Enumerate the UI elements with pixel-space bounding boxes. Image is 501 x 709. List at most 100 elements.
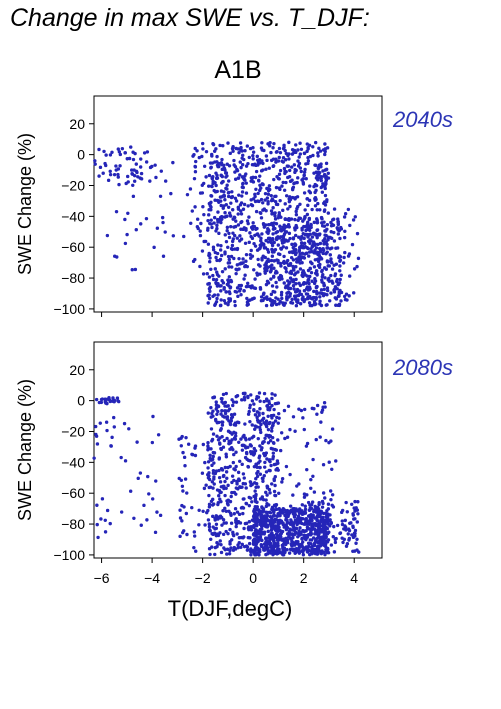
data-point: [313, 140, 318, 145]
data-point: [291, 415, 296, 419]
data-point: [246, 161, 250, 166]
data-point: [216, 438, 221, 442]
data-point: [112, 415, 116, 420]
data-point: [306, 541, 311, 545]
data-point: [258, 287, 263, 291]
data-point: [319, 551, 324, 556]
data-point: [235, 236, 239, 240]
data-point: [315, 174, 319, 178]
data-point: [266, 192, 271, 196]
data-point: [305, 525, 310, 530]
data-point: [355, 537, 359, 542]
data-point: [329, 497, 333, 502]
data-point: [200, 154, 204, 159]
data-point: [268, 144, 272, 148]
data-point: [103, 530, 108, 534]
data-point: [302, 170, 307, 174]
data-point: [283, 217, 287, 222]
data-point: [327, 440, 331, 445]
data-point: [227, 190, 231, 195]
data-point: [221, 401, 226, 405]
data-point: [125, 232, 129, 237]
data-point: [312, 299, 317, 304]
data-point: [251, 453, 256, 457]
data-point: [308, 538, 312, 542]
data-point: [240, 398, 244, 402]
data-point: [205, 271, 209, 276]
data-point: [291, 237, 296, 241]
data-point: [217, 468, 221, 473]
y-tick-label: 0: [77, 147, 85, 163]
data-point: [291, 264, 295, 269]
data-point: [254, 521, 259, 526]
data-point: [325, 259, 330, 263]
data-point: [286, 286, 291, 291]
data-point: [321, 273, 325, 277]
data-point: [347, 528, 352, 533]
data-point: [230, 265, 234, 269]
data-point: [246, 299, 251, 303]
data-point: [323, 240, 328, 245]
data-point: [101, 171, 105, 175]
data-point: [182, 455, 187, 460]
data-point: [254, 524, 259, 528]
data-point: [292, 525, 296, 530]
data-point: [183, 477, 188, 481]
data-point: [294, 277, 298, 282]
data-point: [216, 502, 220, 507]
data-point: [273, 401, 278, 406]
data-point: [247, 437, 252, 441]
data-point: [259, 430, 263, 435]
data-point: [260, 258, 264, 262]
data-point: [279, 215, 283, 219]
data-point: [316, 250, 320, 254]
data-point: [209, 499, 214, 503]
data-point: [262, 421, 266, 425]
data-point: [289, 255, 294, 260]
data-point: [324, 438, 328, 443]
data-point: [266, 414, 270, 418]
data-point: [94, 432, 98, 437]
data-point: [247, 503, 252, 508]
data-point: [277, 416, 281, 420]
data-point: [213, 527, 217, 531]
data-point: [217, 161, 221, 166]
data-point: [257, 391, 262, 395]
data-point: [353, 517, 357, 521]
data-point: [236, 545, 240, 550]
data-point: [323, 208, 327, 212]
data-point: [355, 231, 360, 236]
data-point: [270, 396, 274, 401]
data-point: [287, 157, 291, 161]
data-point: [270, 414, 274, 418]
data-point: [240, 542, 244, 547]
data-point: [333, 540, 338, 545]
data-point: [356, 512, 360, 516]
data-point: [302, 191, 307, 195]
data-point: [237, 477, 241, 481]
data-point: [266, 231, 270, 235]
data-point: [210, 437, 215, 442]
data-point: [281, 156, 286, 160]
data-point: [285, 525, 290, 530]
data-point: [200, 249, 205, 253]
data-point: [221, 179, 225, 184]
data-point: [306, 235, 310, 239]
data-point: [246, 302, 250, 307]
data-point: [290, 187, 295, 192]
data-point: [253, 489, 257, 493]
data-point: [258, 272, 262, 276]
data-point: [317, 163, 322, 167]
data-point: [244, 501, 248, 506]
data-point: [329, 543, 334, 547]
data-point: [282, 259, 286, 264]
data-point: [248, 406, 252, 410]
data-point: [214, 514, 218, 518]
data-point: [302, 271, 306, 275]
data-point: [318, 435, 322, 439]
data-point: [208, 161, 213, 165]
data-point: [305, 142, 309, 146]
data-point: [181, 489, 185, 493]
data-point: [320, 505, 325, 509]
data-point: [219, 289, 223, 293]
